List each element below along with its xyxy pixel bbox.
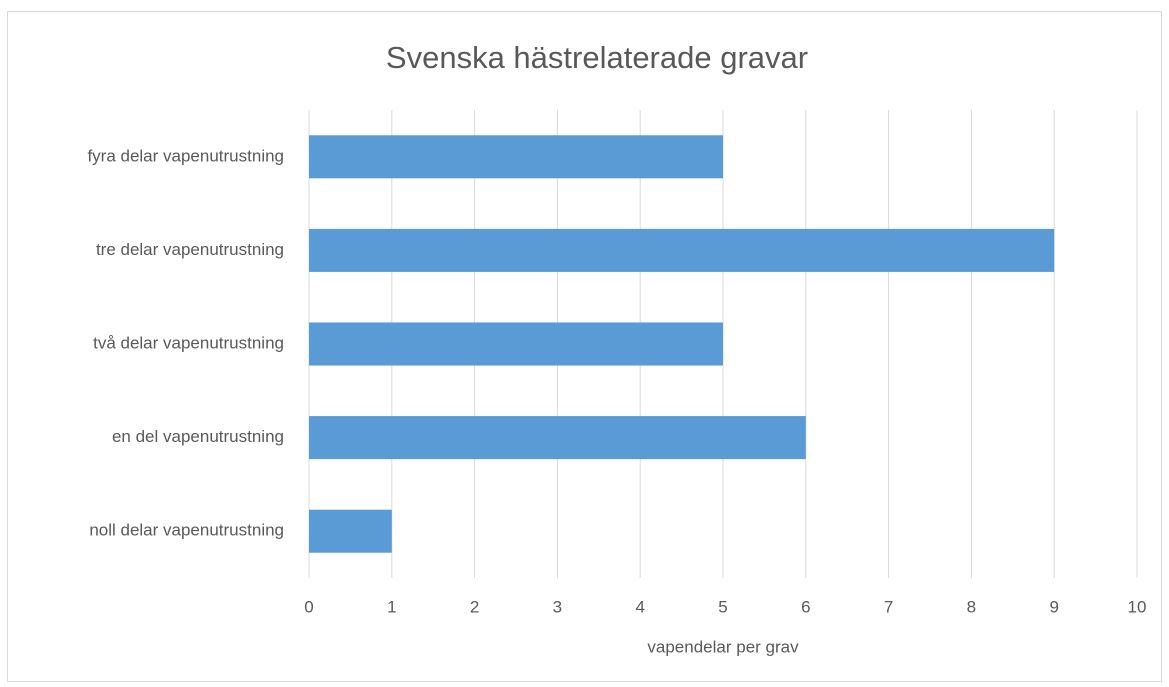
y-tick-label: fyra delar vapenutrustning [87,146,284,165]
bar [309,228,1055,272]
x-tick-label: 4 [635,597,644,616]
bar [309,509,392,553]
bar [309,322,723,366]
x-tick-label: 7 [884,597,893,616]
y-tick-label: noll delar vapenutrustning [89,521,284,540]
x-tick-label: 8 [967,597,976,616]
x-tick-label: 9 [1049,597,1058,616]
y-tick-label: tre delar vapenutrustning [96,240,284,259]
x-tick-label: 2 [470,597,479,616]
x-tick-label: 6 [801,597,810,616]
y-tick-label: en del vapenutrustning [112,427,284,446]
x-tick-label: 5 [718,597,727,616]
y-tick-label: två delar vapenutrustning [93,333,284,352]
x-tick-label: 10 [1128,597,1147,616]
x-tick-label: 3 [553,597,562,616]
x-tick-label: 1 [387,597,396,616]
chart-title: Svenska hästrelaterade gravar [386,40,808,75]
bar [309,416,806,460]
x-axis-label: vapendelar per grav [647,637,799,656]
x-tick-label: 0 [304,597,313,616]
bar [309,135,723,179]
